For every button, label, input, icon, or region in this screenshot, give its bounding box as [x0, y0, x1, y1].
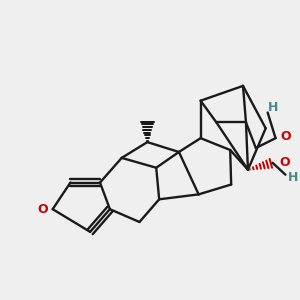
Text: H: H	[288, 171, 298, 184]
Text: O: O	[279, 156, 290, 169]
Text: O: O	[280, 130, 291, 143]
Text: O: O	[38, 203, 48, 216]
Text: H: H	[267, 101, 278, 114]
